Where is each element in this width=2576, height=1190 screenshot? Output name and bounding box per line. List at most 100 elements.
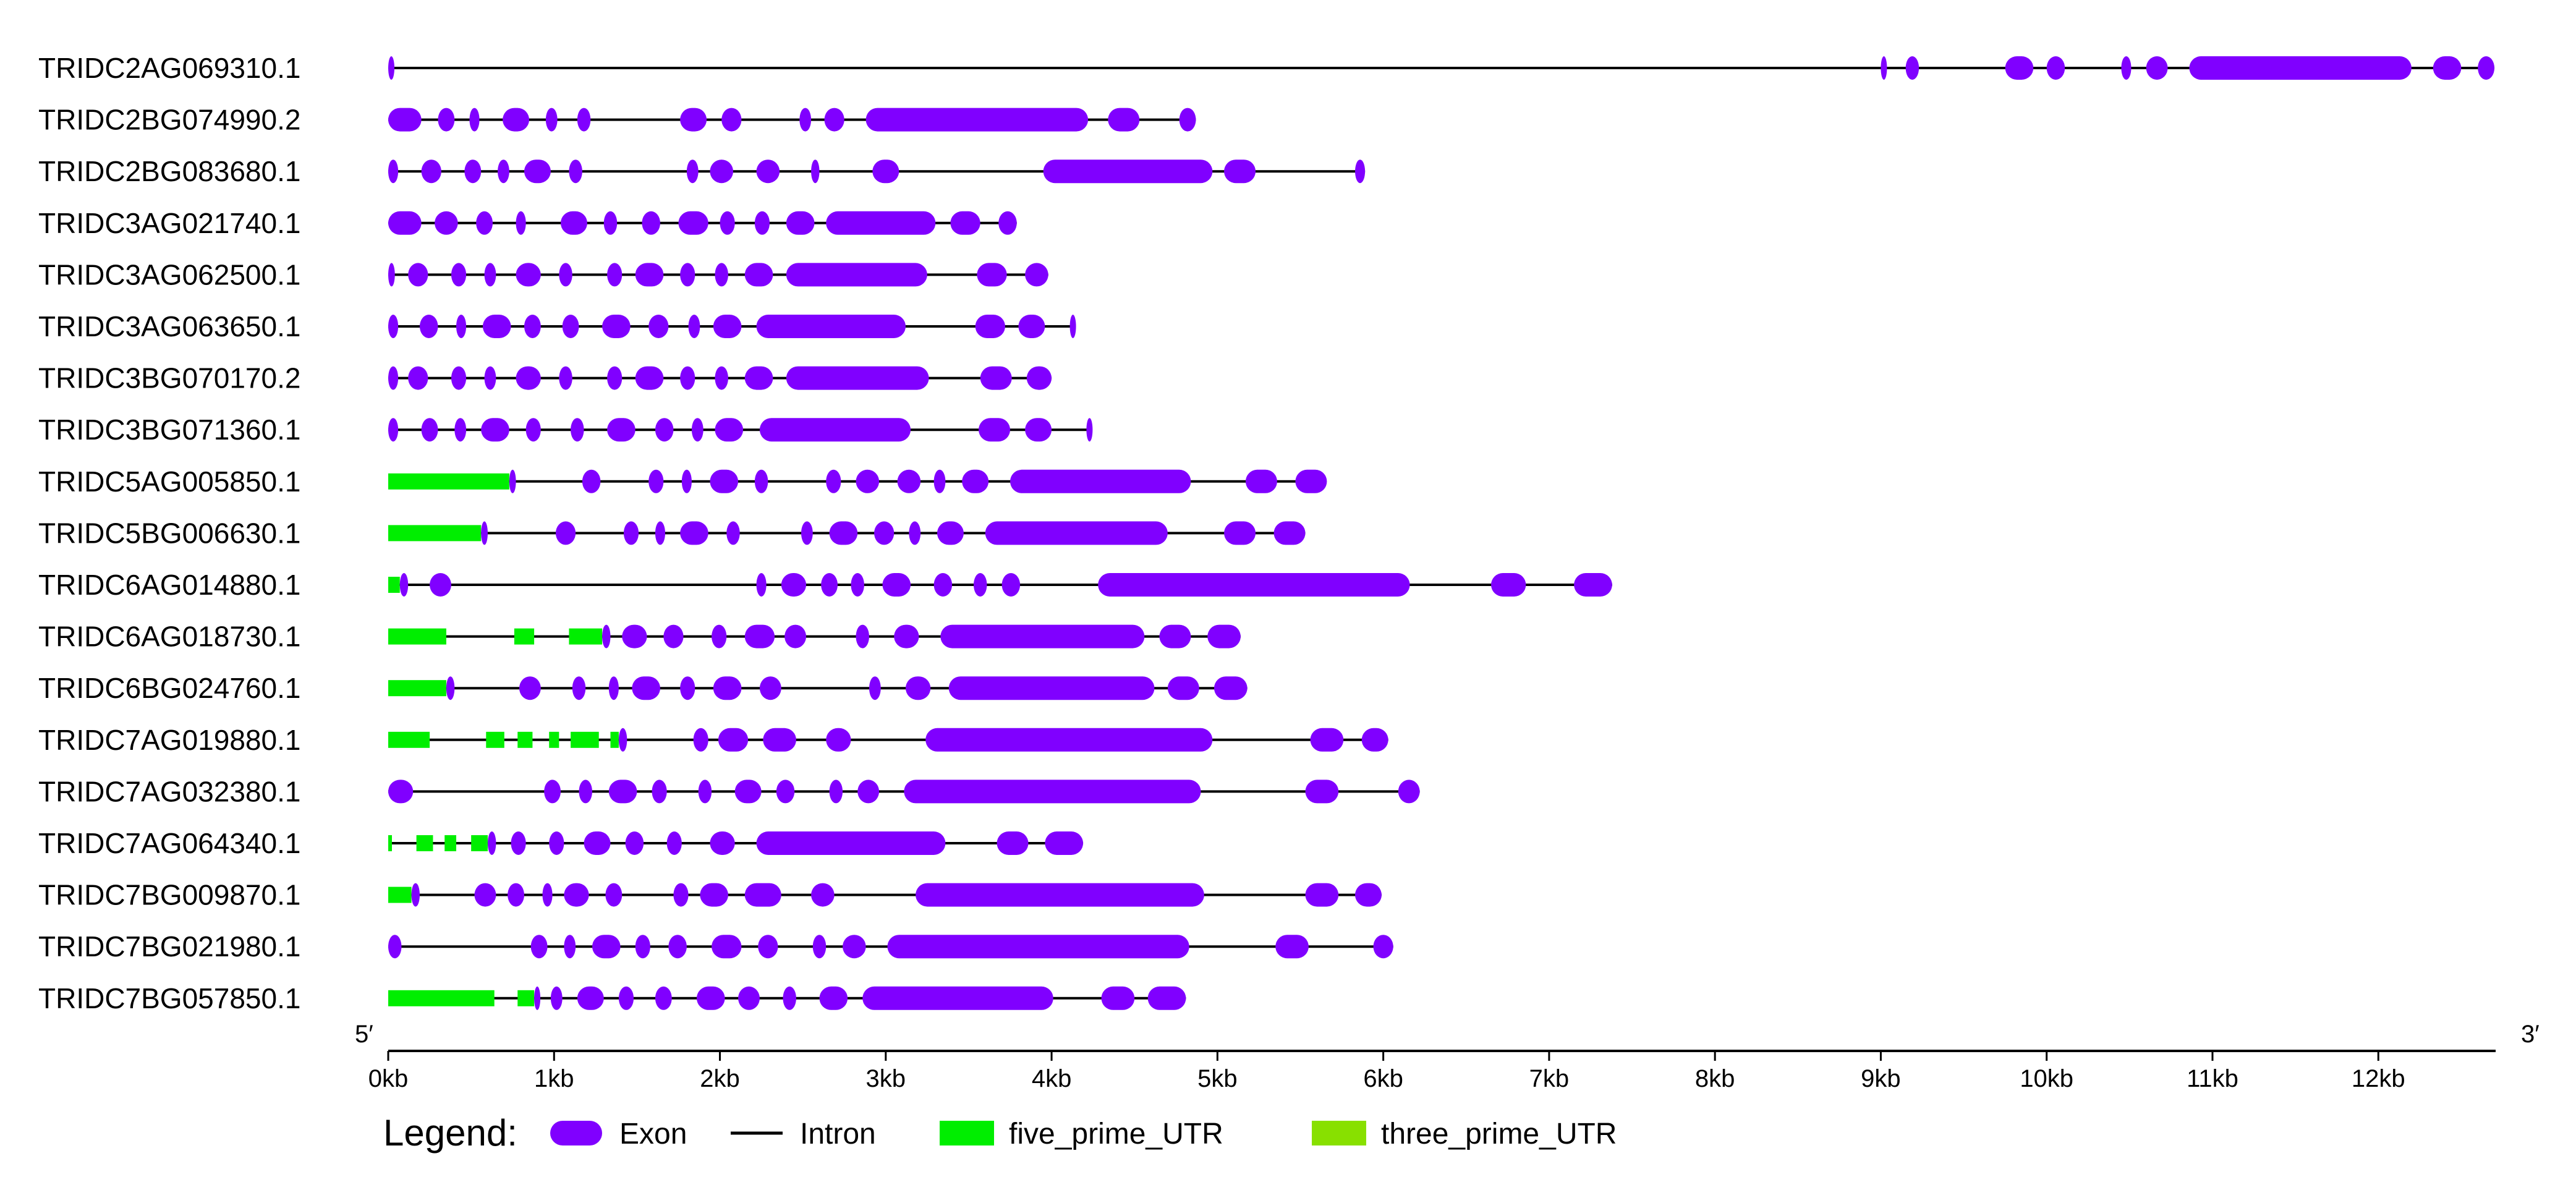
exon <box>666 831 682 855</box>
gene-row: TRIDC7BG009870.1 <box>38 879 1382 911</box>
exon <box>821 573 838 597</box>
gene-row: TRIDC3AG021740.1 <box>38 207 1017 239</box>
exon <box>572 676 586 700</box>
exon <box>754 211 770 235</box>
exon <box>571 418 584 442</box>
axis-tick-label: 11kb <box>2187 1065 2238 1092</box>
five-prime-utr <box>388 680 446 697</box>
exon <box>869 676 881 700</box>
gene-row: TRIDC3AG062500.1 <box>38 258 1048 291</box>
exon <box>1224 521 1256 545</box>
axis-tick-label: 10kb <box>2020 1065 2073 1092</box>
legend-item-three-prime-utr: three_prime_UTR <box>1312 1118 1617 1150</box>
gene-label: TRIDC7AG064340.1 <box>38 827 300 859</box>
five-prime-utr <box>514 628 535 645</box>
exon <box>564 883 589 907</box>
gene-row: TRIDC5AG005850.1 <box>38 465 1327 498</box>
exon <box>678 211 708 235</box>
exon <box>812 935 827 959</box>
exon <box>811 883 835 907</box>
exon <box>1179 108 1196 132</box>
five-prime-utr <box>388 886 412 903</box>
exon <box>744 883 781 907</box>
exon <box>559 263 572 287</box>
exon <box>655 986 672 1010</box>
exon <box>713 676 742 700</box>
exon <box>756 831 946 855</box>
exon <box>1159 624 1191 648</box>
exon <box>776 780 795 804</box>
exon <box>411 883 420 907</box>
exon <box>1310 728 1344 752</box>
exon <box>1881 56 1887 80</box>
exon <box>1373 935 1393 959</box>
exon <box>712 935 742 959</box>
five-prime-utr <box>388 731 430 748</box>
exon <box>763 728 796 752</box>
exon <box>559 366 572 390</box>
exon <box>648 315 669 338</box>
exon <box>474 883 496 907</box>
exon <box>607 418 635 442</box>
exon <box>388 159 399 184</box>
gene-label: TRIDC2BG074990.2 <box>38 104 300 136</box>
exon <box>1147 986 1186 1010</box>
gene-row: TRIDC7BG021980.1 <box>38 930 1393 963</box>
five-utr-box-icon <box>940 1121 994 1145</box>
exon <box>1355 883 1382 907</box>
exon <box>826 211 936 235</box>
exon <box>456 315 467 338</box>
exon <box>579 780 592 804</box>
exon <box>680 366 695 390</box>
five-prime-utr <box>610 731 619 748</box>
exon <box>451 263 467 287</box>
exon <box>623 521 639 545</box>
five-prime-utr <box>388 473 509 490</box>
exon <box>399 573 409 597</box>
exon <box>648 469 664 493</box>
gene-row: TRIDC2BG083680.1 <box>38 155 1366 187</box>
exon <box>781 573 807 597</box>
exon <box>632 676 660 700</box>
exon <box>680 263 695 287</box>
exon <box>481 418 509 442</box>
exon <box>712 624 727 648</box>
exon <box>1224 159 1256 184</box>
exon <box>977 263 1007 287</box>
gene-label: TRIDC5BG006630.1 <box>38 517 300 549</box>
exon <box>608 676 619 700</box>
five-prime-utr <box>569 628 603 645</box>
exon <box>608 780 637 804</box>
exon <box>950 211 980 235</box>
gene-label: TRIDC3AG063650.1 <box>38 310 300 342</box>
exon <box>1025 263 1048 287</box>
exon <box>564 935 576 959</box>
gene-row: TRIDC3BG071360.1 <box>38 414 1093 446</box>
exon <box>916 883 1204 907</box>
legend-label: Intron <box>800 1118 876 1150</box>
exon <box>635 263 664 287</box>
gene-label: TRIDC2AG069310.1 <box>38 52 300 84</box>
exon <box>508 883 524 907</box>
gene-tracks: TRIDC2AG069310.1 TRIDC2BG074990.2 TRIDC2BG… <box>38 52 2495 1014</box>
exon <box>758 935 778 959</box>
gene-label: TRIDC7BG009870.1 <box>38 879 300 911</box>
exon <box>997 831 1029 855</box>
gene-row: TRIDC2AG069310.1 <box>38 52 2495 84</box>
five-prime-utr <box>444 835 456 851</box>
exon <box>786 211 815 235</box>
exon <box>1043 159 1213 184</box>
exon <box>421 159 441 184</box>
axis-tick-label: 8kb <box>1695 1065 1735 1092</box>
exon <box>681 469 692 493</box>
exon <box>1108 108 1140 132</box>
exon <box>744 366 773 390</box>
axis-tick-label: 1kb <box>534 1065 574 1092</box>
exon <box>865 108 1089 132</box>
legend-label: three_prime_UTR <box>1381 1118 1617 1150</box>
exon <box>534 986 541 1010</box>
gene-row: TRIDC3AG063650.1 <box>38 310 1076 342</box>
exon <box>545 108 558 132</box>
exon <box>720 211 735 235</box>
exon <box>700 883 728 907</box>
